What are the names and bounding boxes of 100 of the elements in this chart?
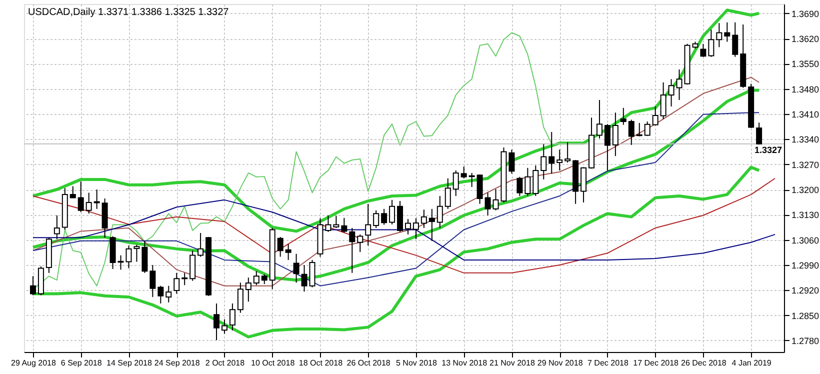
candlestick [221, 318, 228, 334]
candlestick [652, 106, 658, 126]
candlestick [86, 192, 92, 214]
candlestick [716, 22, 722, 48]
candlestick [293, 253, 300, 284]
candlestick [724, 22, 730, 42]
y-tick-label: 1.3060 [792, 235, 820, 246]
candlestick [182, 272, 188, 286]
x-tick-label: 26 Dec 2018 [681, 358, 727, 368]
x-tick-label: 5 Nov 2018 [396, 358, 438, 368]
candlestick [460, 166, 467, 179]
y-tick-label: 1.3200 [792, 185, 820, 196]
x-tick-label: 14 Sep 2018 [106, 358, 152, 368]
candlestick [644, 121, 650, 136]
y-tick-label: 1.3410 [792, 110, 820, 120]
y-tick-label: 1.3480 [792, 84, 820, 94]
candlestick [325, 214, 332, 232]
y-tick-label: 1.3270 [792, 160, 820, 170]
line-series [32, 199, 776, 260]
candlestick [373, 210, 380, 228]
y-tick-label: 1.2990 [792, 260, 820, 270]
candlestick [70, 186, 76, 199]
candlestick [150, 264, 156, 298]
candlestick [548, 131, 555, 174]
x-tick-label: 24 Sep 2018 [154, 358, 200, 368]
candlestick [532, 164, 539, 196]
candlestick [357, 234, 364, 253]
candlestick [612, 112, 618, 157]
x-tick-label: 26 Oct 2018 [346, 358, 391, 368]
candlestick [596, 99, 602, 139]
y-tick-label: 1.2920 [792, 286, 820, 296]
candlestick [277, 236, 284, 258]
candlestick [516, 176, 523, 196]
candlestick [237, 282, 244, 314]
y-tick-label: 1.3690 [792, 8, 820, 19]
x-tick-label: 18 Oct 2018 [298, 358, 344, 368]
candlestick [524, 167, 531, 196]
candlestick [436, 195, 443, 228]
line-series [32, 178, 776, 274]
candlestick [428, 208, 435, 242]
y-tick-label: 1.3620 [792, 34, 820, 44]
candlestick [556, 149, 563, 171]
candlestick [30, 276, 36, 296]
x-tick-label: 4 Jan 2019 [732, 358, 772, 368]
candlestick [756, 122, 762, 146]
candlestick [452, 170, 459, 196]
candlestick [198, 232, 204, 258]
candlestick [229, 302, 236, 331]
candlestick [349, 227, 356, 274]
candlestick [628, 119, 634, 146]
x-tick-label: 29 Nov 2018 [537, 358, 584, 368]
candlestick [389, 199, 396, 225]
chart-title: USDCAD,Daily 1.3371 1.3386 1.3325 1.3327 [28, 7, 230, 18]
candlestick [540, 144, 547, 180]
candlestick [285, 244, 292, 260]
y-tick-label: 1.2850 [792, 310, 820, 321]
x-tick-label: 21 Nov 2018 [490, 358, 536, 368]
candlestick [381, 208, 388, 226]
candlestick [214, 302, 220, 341]
line-series [31, 166, 761, 338]
candlestick [668, 78, 674, 107]
candlestick [604, 124, 610, 171]
candlestick [620, 107, 626, 126]
candlestick [341, 217, 348, 234]
y-tick-label: 1.2780 [792, 336, 820, 346]
candlestick [134, 244, 140, 262]
x-tick-label: 17 Dec 2018 [633, 358, 680, 368]
x-tick-label: 13 Nov 2018 [442, 358, 488, 368]
candlestick [700, 43, 706, 58]
candlestick [444, 178, 451, 210]
candlestick [142, 240, 148, 274]
x-tick-label: 2 Oct 2018 [205, 358, 246, 368]
candlestick [78, 181, 84, 213]
candlestick [420, 209, 427, 228]
y-tick-label: 1.3130 [792, 210, 820, 220]
candlestick [94, 189, 100, 210]
candlestick [245, 277, 252, 302]
candlestick [412, 218, 419, 240]
candlestick [54, 214, 60, 240]
ref-line-label: 1.3327 [754, 144, 782, 155]
candlestick [174, 272, 180, 294]
candlestick [158, 285, 164, 304]
candlestick [636, 122, 642, 137]
candlestick [508, 149, 515, 174]
candlestick [261, 274, 268, 285]
x-tick-label: 10 Oct 2018 [251, 358, 296, 368]
x-tick-label: 29 Aug 2018 [11, 358, 57, 368]
candlestick [166, 285, 172, 303]
y-tick-label: 1.3340 [792, 134, 820, 145]
candlestick [732, 22, 738, 58]
candlestick [365, 203, 372, 246]
candlestick [333, 215, 340, 228]
candlestick [660, 82, 666, 120]
candlestick [253, 270, 260, 286]
x-tick-label: 7 Dec 2018 [587, 358, 629, 368]
x-tick-label: 6 Sep 2018 [60, 358, 102, 368]
candlestick [476, 174, 483, 204]
candlestick [564, 142, 571, 164]
y-tick-label: 1.3550 [792, 59, 820, 70]
candlestick [484, 192, 491, 216]
